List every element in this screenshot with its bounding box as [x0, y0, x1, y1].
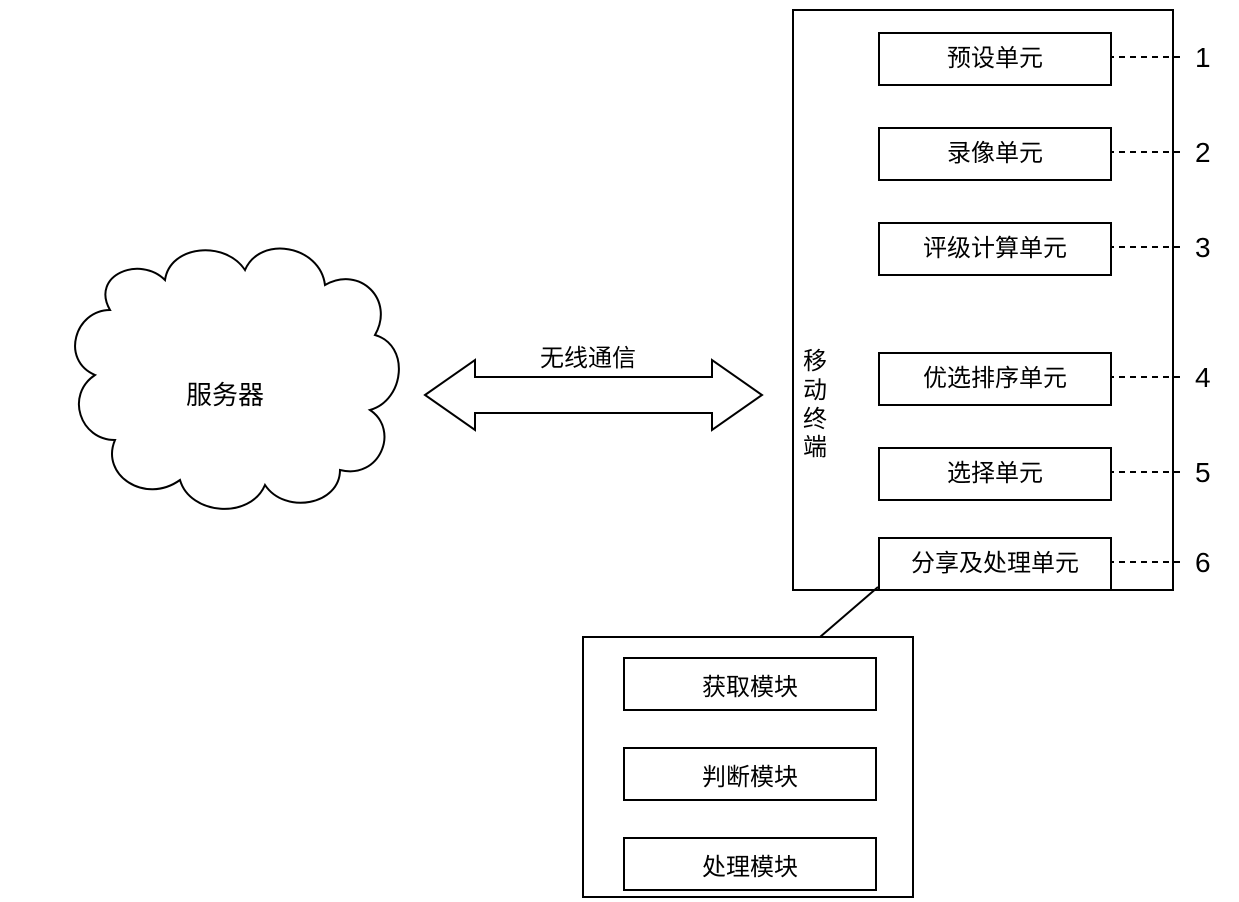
unit-optimal-sort: 优选排序单元: [878, 352, 1112, 406]
mobile-terminal-outer: [793, 10, 1173, 590]
server-label: 服务器: [170, 375, 280, 412]
wireless-label: 无线通信: [540, 338, 636, 373]
unit-record: 录像单元: [878, 127, 1112, 181]
leader-lines: [1108, 57, 1185, 562]
unit-share-process: 分享及处理单元: [878, 537, 1112, 591]
module-process: 处理模块: [623, 837, 877, 891]
num-4: 4: [1195, 362, 1211, 394]
num-1: 1: [1195, 42, 1211, 74]
num-2: 2: [1195, 137, 1211, 169]
mobile-terminal-label: 移动终端: [800, 348, 830, 463]
num-6: 6: [1195, 547, 1211, 579]
unit-preset: 预设单元: [878, 32, 1112, 86]
num-3: 3: [1195, 232, 1211, 264]
module-acquire: 获取模块: [623, 657, 877, 711]
unit-rating-calc: 评级计算单元: [878, 222, 1112, 276]
submodule-connector: [820, 587, 878, 637]
unit-select: 选择单元: [878, 447, 1112, 501]
module-judge: 判断模块: [623, 747, 877, 801]
num-5: 5: [1195, 457, 1211, 489]
